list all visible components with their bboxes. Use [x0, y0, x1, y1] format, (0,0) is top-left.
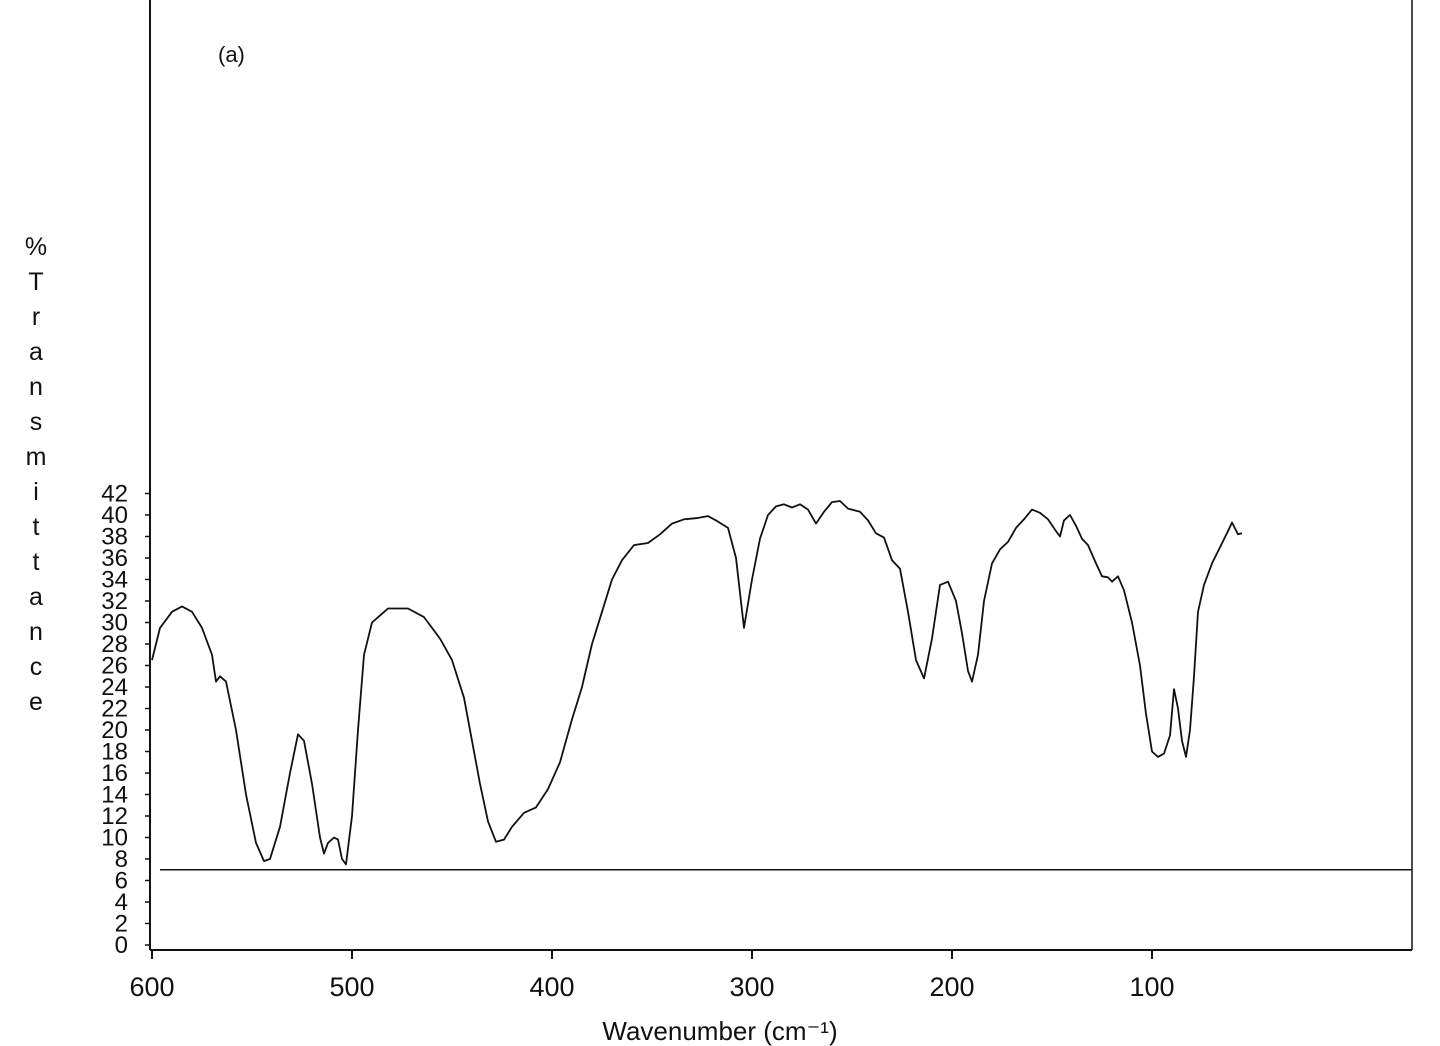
y-axis-label-letter: i — [33, 478, 39, 506]
x-axis: 600 500 400 300 200 100 — [129, 950, 1175, 1002]
y-tick-label: 0 — [115, 932, 128, 959]
y-axis-label-letter: n — [29, 618, 43, 646]
y-axis-label-letter: m — [25, 443, 47, 471]
y-tick-label: 38 — [101, 524, 128, 551]
x-tick-label: 600 — [129, 972, 174, 1002]
x-tick-label: 100 — [1129, 972, 1174, 1002]
y-axis-label-letter: s — [29, 408, 43, 436]
y-tick-label: 42 — [101, 481, 128, 508]
y-axis-label-letter: r — [31, 303, 41, 331]
y-axis-label-letter: % — [24, 233, 48, 261]
plot-frame — [149, 0, 1413, 951]
x-tick-label: 300 — [729, 972, 774, 1002]
y-tick-label: 6 — [115, 868, 128, 895]
y-tick-label: 32 — [101, 588, 128, 615]
y-axis-label-letter: T — [28, 268, 44, 296]
y-tick-label: 40 — [101, 502, 128, 529]
y-tick-label: 16 — [101, 760, 128, 787]
y-tick-label: 2 — [115, 911, 128, 938]
y-axis-label-letter: c — [29, 653, 43, 681]
y-axis-label-letter: t — [32, 513, 40, 541]
y-tick-label: 28 — [101, 631, 128, 658]
y-axis-label-letter: a — [29, 338, 43, 366]
series-group — [151, 500, 1243, 866]
y-axis-label-letter: a — [29, 583, 43, 611]
y-axis-label-letter: e — [29, 688, 43, 716]
y-tick-label: 18 — [101, 739, 128, 766]
y-tick-label: 8 — [115, 846, 128, 873]
y-tick-label: 26 — [101, 653, 128, 680]
y-tick-label: 36 — [101, 545, 128, 572]
x-tick-label: 400 — [529, 972, 574, 1002]
x-tick-label: 500 — [329, 972, 374, 1002]
y-tick-label: 22 — [101, 696, 128, 723]
x-axis-label: Wavenumber (cm⁻¹) — [602, 1016, 837, 1046]
y-axis-label-letter: t — [32, 548, 40, 576]
y-tick-label: 34 — [101, 567, 128, 594]
y-tick-label: 24 — [101, 674, 128, 701]
y-tick-label: 30 — [101, 610, 128, 637]
y-tick-label: 20 — [101, 717, 128, 744]
y-tick-label: 12 — [101, 803, 128, 830]
panel-label: (a) — [218, 42, 245, 67]
spectrum-line — [151, 500, 1243, 866]
y-tick-label: 4 — [115, 889, 128, 916]
y-axis-label-letter: n — [29, 373, 43, 401]
y-tick-label: 10 — [101, 825, 128, 852]
y-tick-label: 14 — [101, 782, 128, 809]
x-tick-label: 200 — [929, 972, 974, 1002]
